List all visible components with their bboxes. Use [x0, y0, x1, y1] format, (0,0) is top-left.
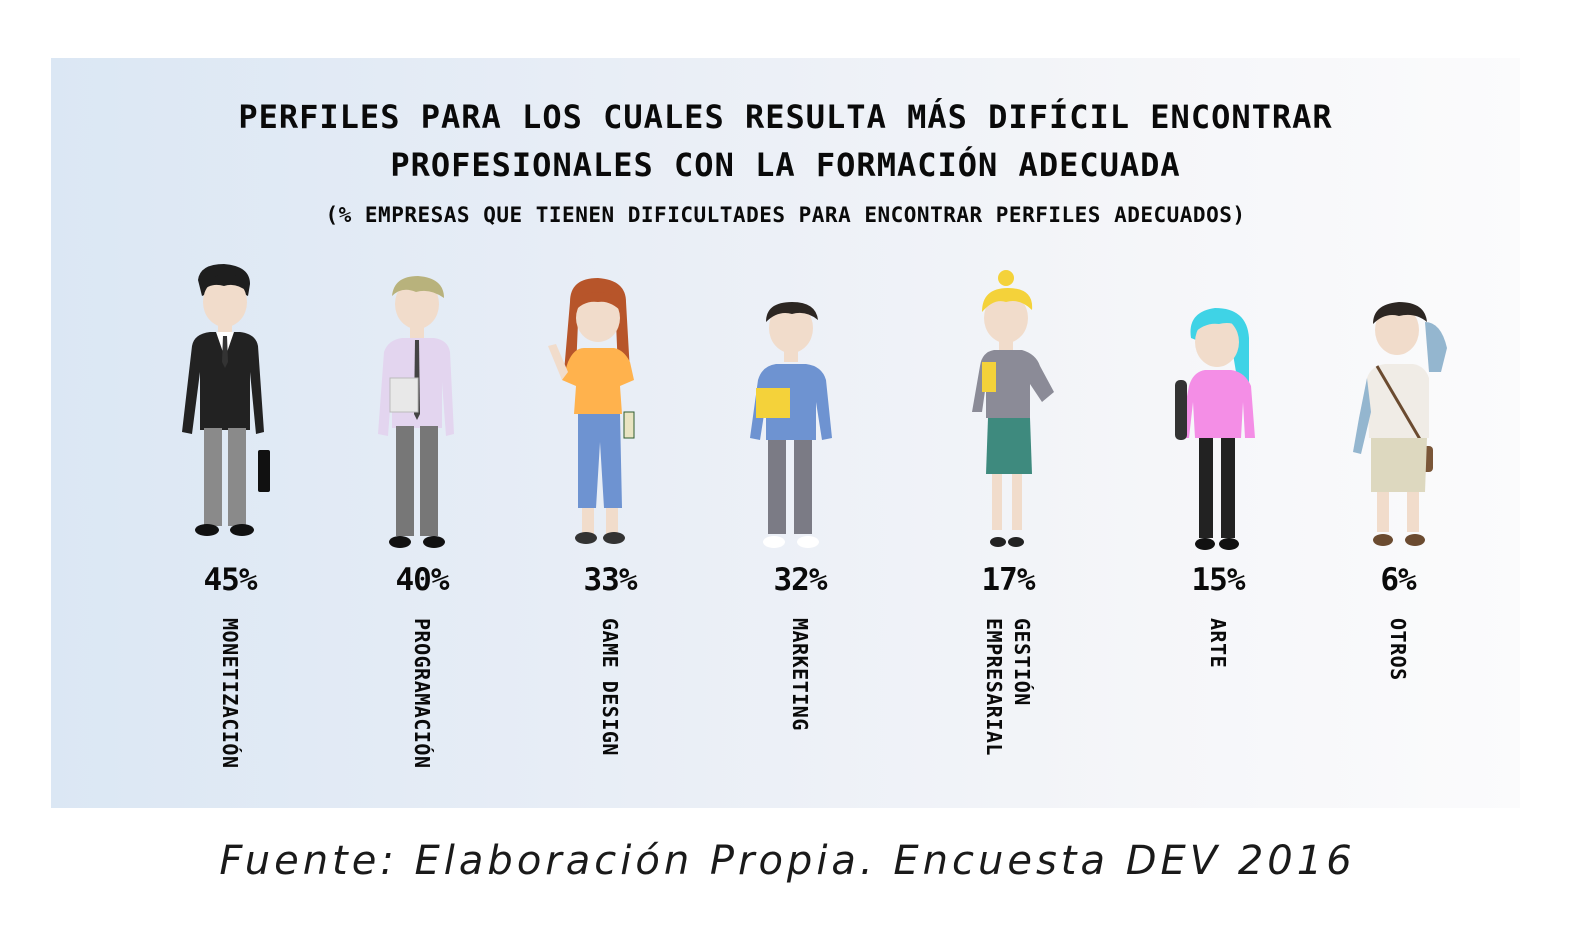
figure-monetizacion-businessman: [170, 262, 280, 562]
figure-arte-girl: [1165, 262, 1275, 562]
source-note: Fuente: Elaboración Propia. Encuesta DEV…: [219, 838, 1356, 884]
value-label-5: 17%: [981, 562, 1036, 598]
chart-title-line-2: PROFESIONALES CON LA FORMACIÓN ADECUADA: [390, 146, 1181, 184]
value-label-7: 6%: [1380, 562, 1416, 598]
category-label-5: GESTIÓN EMPRESARIAL: [982, 618, 1034, 756]
chart-subtitle: (% EMPRESAS QUE TIENEN DIFICULTADES PARA…: [325, 203, 1246, 227]
category-label-1: MONETIZACIÓN: [218, 618, 242, 769]
category-label-6: ARTE: [1206, 618, 1230, 669]
figure-game-design-girl: [540, 262, 650, 562]
category-label-7: OTROS: [1386, 618, 1410, 681]
value-label-2: 40%: [395, 562, 450, 598]
category-label-4: MARKETING: [788, 618, 812, 731]
value-label-4: 32%: [773, 562, 828, 598]
chart-title-line-1: PERFILES PARA LOS CUALES RESULTA MÁS DIF…: [238, 98, 1333, 136]
figure-otros-guy: [1345, 262, 1455, 562]
category-label-3: GAME DESIGN: [598, 618, 622, 756]
figure-marketing-guy: [736, 262, 846, 562]
figure-programacion-programmer: [362, 262, 472, 562]
value-label-1: 45%: [203, 562, 258, 598]
value-label-6: 15%: [1191, 562, 1246, 598]
figure-gestion-empresarial-woman: [958, 262, 1068, 562]
category-label-2: PROGRAMACIÓN: [410, 618, 434, 769]
value-label-3: 33%: [583, 562, 638, 598]
